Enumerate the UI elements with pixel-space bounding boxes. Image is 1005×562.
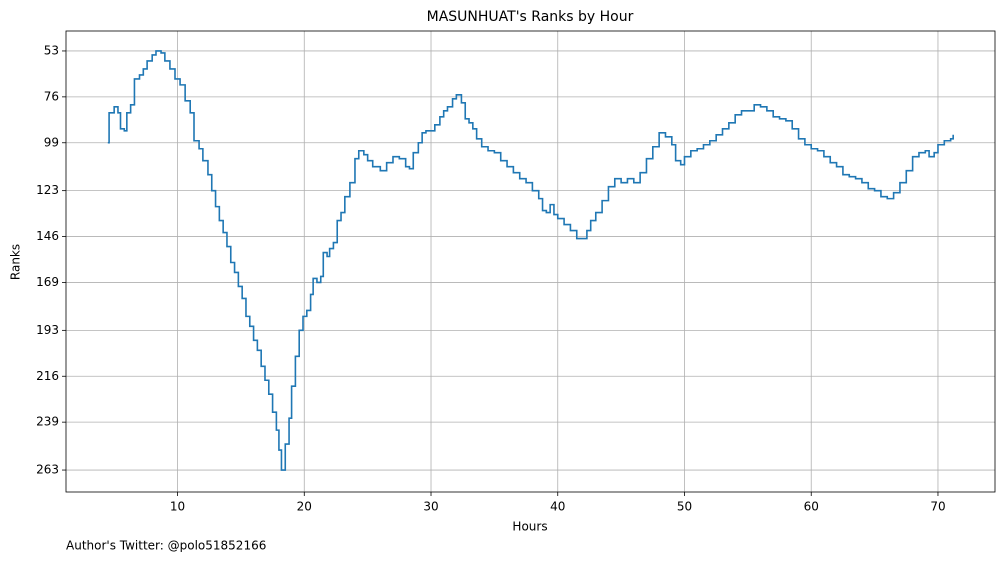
y-tick-label: 169 — [36, 275, 59, 289]
footnote: Author's Twitter: @polo51852166 — [66, 539, 266, 553]
y-tick-label: 216 — [36, 369, 59, 383]
plot-frame — [65, 30, 996, 493]
x-tick-label: 30 — [423, 500, 438, 514]
x-tick-label: 10 — [170, 500, 185, 514]
y-tick-label: 99 — [44, 135, 59, 149]
x-axis-label: Hours — [512, 520, 547, 534]
x-tick-label: 60 — [804, 500, 819, 514]
rank-line — [107, 50, 954, 471]
y-tick-label: 263 — [36, 463, 59, 477]
y-tick-label: 123 — [36, 183, 59, 197]
y-tick-label: 76 — [44, 89, 59, 103]
chart-title: MASUNHUAT's Ranks by Hour — [427, 9, 634, 25]
x-tick-label: 70 — [930, 500, 945, 514]
x-tick-label: 20 — [297, 500, 312, 514]
x-tick-label: 50 — [677, 500, 692, 514]
y-tick-label: 53 — [44, 43, 59, 57]
y-tick-label: 239 — [36, 415, 59, 429]
y-tick-label: 193 — [36, 323, 59, 337]
y-tick-label: 146 — [36, 229, 59, 243]
x-tick-label: 40 — [550, 500, 565, 514]
y-axis-label: Ranks — [9, 244, 23, 280]
